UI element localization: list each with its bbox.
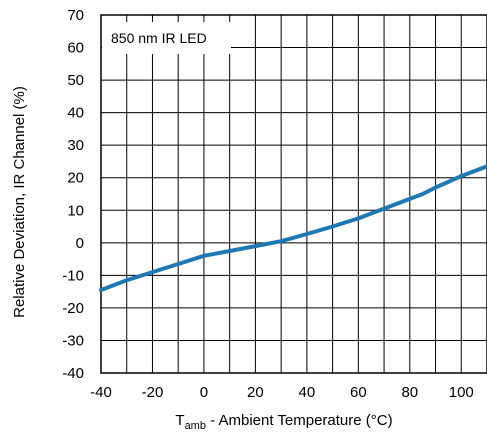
- y-tick-label: 50: [67, 72, 84, 89]
- x-tick-label: -20: [142, 384, 164, 401]
- y-tick-label: -40: [62, 365, 84, 382]
- y-tick-label: 70: [67, 7, 84, 24]
- y-axis-title: Relative Deviation, IR Channel (%): [11, 86, 28, 318]
- annotation-background: [102, 22, 231, 54]
- grid: [100, 14, 487, 374]
- x-tick-label: 0: [200, 384, 208, 401]
- x-axis-title-rest: - Ambient Temperature (°C): [206, 412, 393, 429]
- y-tick-label: 0: [76, 235, 84, 252]
- x-tick-label: -40: [90, 384, 112, 401]
- x-axis-title-subscript: amb: [185, 420, 206, 432]
- y-tick-label: -10: [62, 267, 84, 284]
- x-tick-label: 60: [350, 384, 367, 401]
- x-tick-labels: -40 -20 0 20 40 60 80 100: [90, 384, 474, 401]
- x-tick-label: 80: [401, 384, 418, 401]
- y-tick-label: 20: [67, 170, 84, 187]
- plot-frame: [100, 14, 487, 374]
- y-tick-label: 10: [67, 202, 84, 219]
- x-tick-label: 40: [299, 384, 316, 401]
- y-tick-label: 60: [67, 40, 84, 57]
- annotation-text: 850 nm IR LED: [111, 30, 207, 46]
- x-axis-title-main: T: [175, 412, 184, 429]
- x-tick-label: 20: [247, 384, 264, 401]
- series-line: [99, 164, 487, 292]
- annotation-box: 850 nm IR LED: [102, 22, 231, 54]
- y-tick-label: -20: [62, 300, 84, 317]
- y-tick-label: 40: [67, 105, 84, 122]
- x-axis-title: Tamb - Ambient Temperature (°C): [175, 412, 392, 432]
- x-tick-label: 100: [449, 384, 474, 401]
- y-tick-labels: 70 60 50 40 30 20 10 0 -10 -20 -30 -40: [62, 7, 84, 382]
- y-tick-label: -30: [62, 332, 84, 349]
- y-tick-label: 30: [67, 137, 84, 154]
